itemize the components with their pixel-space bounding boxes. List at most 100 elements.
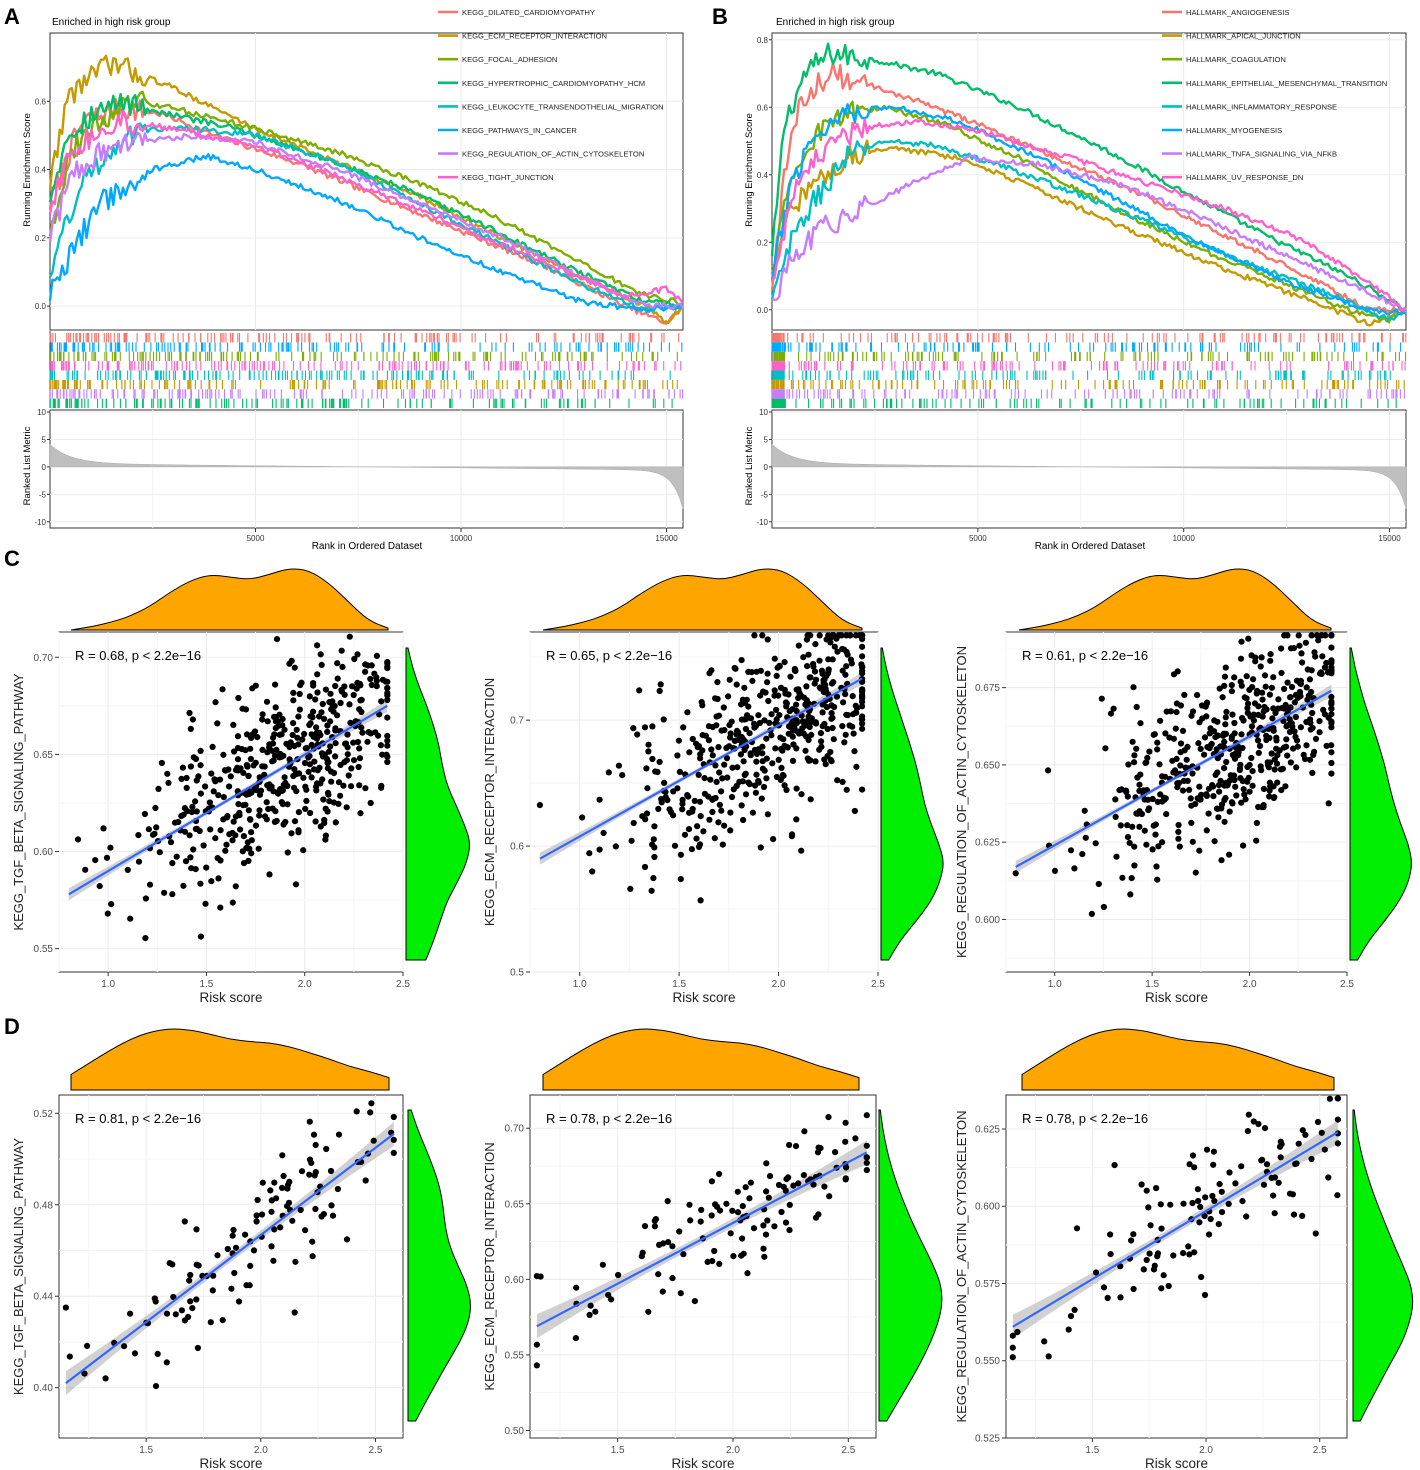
x-tick-label: 5000 bbox=[247, 534, 265, 543]
scatter-point bbox=[257, 787, 265, 794]
scatter-point bbox=[324, 728, 331, 736]
scatter-point bbox=[669, 1243, 676, 1250]
scatter-point bbox=[158, 759, 165, 767]
scatter-point bbox=[1140, 1266, 1147, 1273]
metric-y-tick-label: 10 bbox=[759, 408, 768, 417]
scatter-point bbox=[165, 779, 172, 787]
scatter-point bbox=[384, 737, 391, 744]
scatter-point bbox=[186, 832, 193, 839]
scatter-point bbox=[1255, 703, 1262, 710]
gene-set-hit-ticks bbox=[771, 342, 1402, 352]
scatter-point bbox=[1259, 689, 1266, 696]
scatter-point bbox=[803, 733, 810, 740]
scatter-y-tick-label: 0.60 bbox=[505, 1275, 525, 1286]
scatter-point bbox=[1160, 794, 1167, 801]
scatter-point bbox=[251, 728, 259, 735]
scatter-point bbox=[1071, 865, 1078, 872]
scatter-point bbox=[1248, 723, 1256, 730]
scatter-point bbox=[1246, 788, 1253, 795]
scatter-point bbox=[332, 753, 339, 760]
scatter-point bbox=[1270, 705, 1277, 712]
scatter-point bbox=[229, 837, 236, 844]
scatter-point bbox=[1309, 769, 1316, 777]
panel-letter-b: B bbox=[712, 4, 728, 29]
scatter-point bbox=[764, 636, 771, 643]
scatter-point bbox=[677, 876, 684, 883]
scatter-point bbox=[1095, 880, 1102, 888]
running-es-line bbox=[48, 131, 685, 310]
scatter-point bbox=[1196, 1219, 1203, 1226]
scatter-point bbox=[1131, 862, 1138, 869]
scatter-point bbox=[649, 723, 656, 730]
scatter-point bbox=[751, 632, 758, 639]
scatter-point bbox=[1151, 1262, 1158, 1269]
scatter-point bbox=[1205, 810, 1212, 817]
scatter-point bbox=[188, 809, 195, 816]
scatter-point bbox=[691, 1298, 699, 1305]
scatter-point bbox=[763, 1188, 770, 1195]
risk-score-density bbox=[70, 568, 389, 631]
scatter-point bbox=[155, 785, 162, 793]
running-es-line bbox=[771, 139, 1407, 327]
scatter-point bbox=[1180, 1250, 1187, 1257]
scatter-point bbox=[81, 1370, 88, 1377]
scatter-point bbox=[1130, 1231, 1137, 1238]
legend-label: HALLMARK_ANGIOGENESIS bbox=[1186, 8, 1289, 17]
scatter-point bbox=[660, 716, 667, 723]
scatter-point bbox=[785, 730, 792, 737]
scatter-point bbox=[228, 1285, 235, 1292]
scatter-point bbox=[605, 1291, 612, 1299]
scatter-point bbox=[227, 773, 234, 780]
scatter-point bbox=[278, 753, 285, 760]
scatter-point bbox=[1137, 720, 1144, 727]
scatter-point bbox=[778, 745, 785, 753]
scatter-point bbox=[760, 1245, 767, 1252]
scatter-point bbox=[829, 724, 836, 732]
scatter-point bbox=[1203, 700, 1210, 707]
scatter-point bbox=[793, 686, 800, 693]
x-tick-label: 15000 bbox=[1378, 534, 1401, 543]
scatter-point bbox=[1308, 1155, 1315, 1163]
es-y-tick-label: 0.2 bbox=[757, 238, 769, 247]
scatter-point bbox=[226, 831, 233, 838]
scatter-point bbox=[700, 828, 707, 835]
scatter-point bbox=[740, 1250, 747, 1257]
scatter-point bbox=[1222, 664, 1229, 671]
scatter-point bbox=[332, 725, 339, 732]
scatter-point bbox=[296, 706, 303, 713]
scatter-point bbox=[843, 648, 850, 656]
scatter-point bbox=[236, 812, 243, 819]
scatter-point bbox=[1215, 1221, 1222, 1228]
scatter-point bbox=[1250, 717, 1257, 724]
scatter-point bbox=[711, 1247, 718, 1255]
scatter-point bbox=[324, 789, 332, 797]
scatter-point bbox=[314, 642, 321, 649]
scatter-point bbox=[1122, 787, 1130, 794]
scatter-point bbox=[306, 1171, 313, 1178]
scatter-point bbox=[263, 698, 271, 705]
scatter-point bbox=[1143, 841, 1150, 848]
scatter-point bbox=[684, 792, 691, 799]
scatter-point bbox=[187, 1298, 194, 1305]
gene-set-hit-ticks bbox=[771, 333, 1407, 343]
scatter-point bbox=[764, 811, 772, 818]
scatter-x-tick-label: 2.5 bbox=[369, 1445, 383, 1456]
scatter-point bbox=[1213, 746, 1220, 753]
scatter-point bbox=[303, 797, 310, 805]
scatter-point bbox=[780, 772, 787, 779]
scatter-point bbox=[335, 1131, 343, 1138]
metric-y-tick-label: 0 bbox=[42, 463, 47, 472]
scatter-y-tick-label: 0.6 bbox=[510, 842, 524, 853]
scatter-point bbox=[1298, 650, 1305, 657]
scatter-point bbox=[271, 713, 278, 721]
scatter-point bbox=[651, 853, 658, 861]
scatter-point bbox=[298, 1168, 306, 1175]
scatter-point bbox=[533, 1341, 541, 1348]
scatter-point bbox=[1081, 807, 1088, 814]
scatter-point bbox=[650, 836, 657, 843]
scatter-point bbox=[193, 777, 200, 784]
scatter-point bbox=[239, 705, 246, 712]
scatter-point bbox=[586, 850, 593, 857]
scatter-point bbox=[705, 737, 713, 744]
scatter-point bbox=[1189, 1152, 1197, 1159]
